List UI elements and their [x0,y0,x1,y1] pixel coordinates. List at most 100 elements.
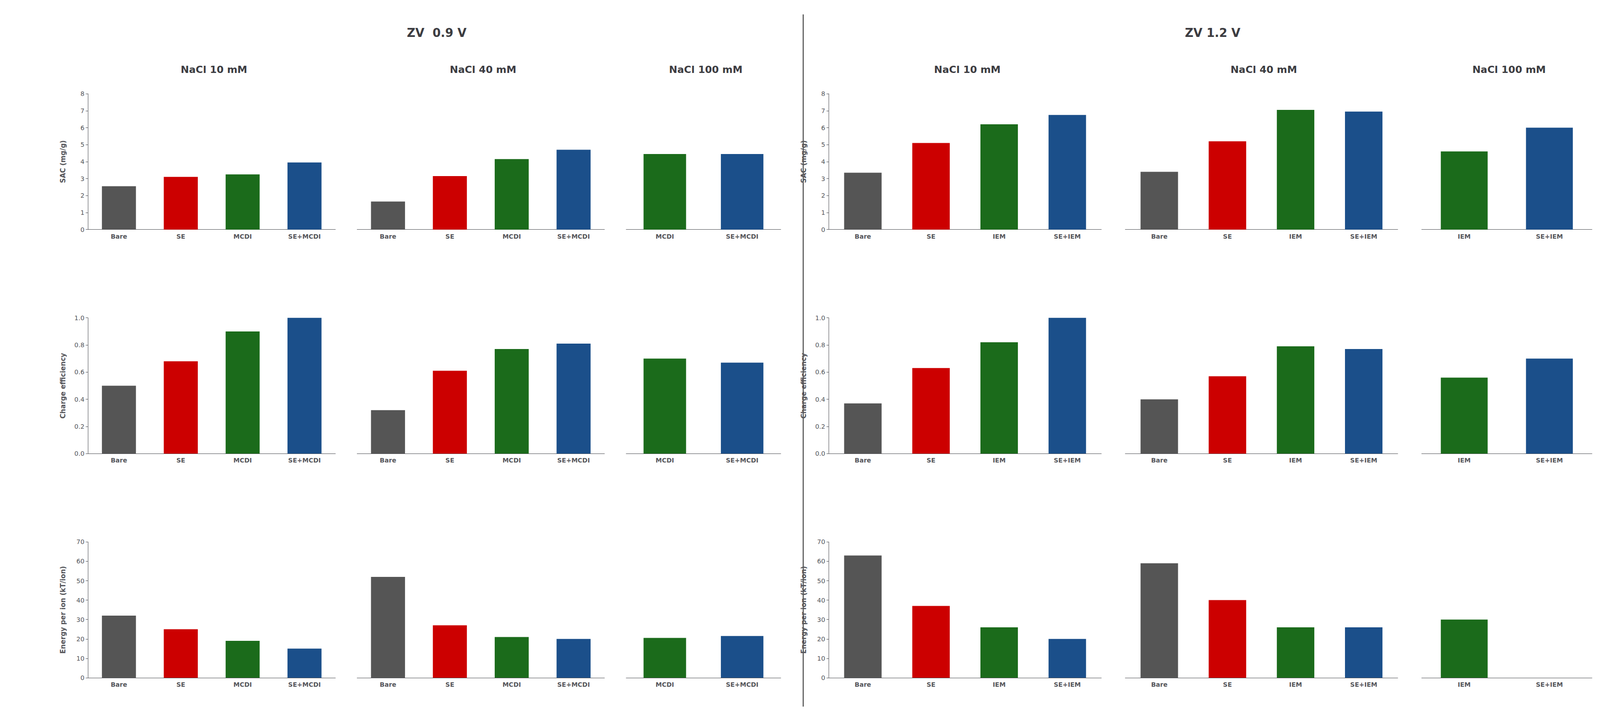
svg-text:0.6: 0.6 [815,368,826,376]
svg-text:SE: SE [445,232,455,241]
svg-text:IEM: IEM [1289,232,1303,241]
svg-text:SE: SE [176,456,186,465]
svg-text:Energy per ion (kT/ion): Energy per ion (kT/ion) [799,566,808,655]
svg-text:SAC (mg/g): SAC (mg/g) [799,140,808,183]
svg-text:SE+IEM: SE+IEM [1350,681,1378,689]
svg-text:SE+IEM: SE+IEM [1053,456,1081,465]
svg-text:SE+IEM: SE+IEM [1350,456,1378,465]
svg-text:NaCl 10 mM: NaCl 10 mM [180,63,248,76]
svg-text:Charge efficiency: Charge efficiency [59,352,68,419]
svg-text:IEM: IEM [1457,456,1471,465]
svg-text:70: 70 [817,538,826,546]
svg-text:Bare: Bare [110,456,128,465]
svg-text:Bare: Bare [110,232,128,241]
svg-text:0: 0 [820,674,826,682]
svg-text:10: 10 [817,655,826,663]
svg-text:30: 30 [76,616,85,624]
svg-text:SE+MCDI: SE+MCDI [288,681,321,689]
svg-text:40: 40 [76,597,85,605]
svg-text:Charge efficiency: Charge efficiency [799,352,808,419]
svg-text:1.0: 1.0 [74,314,85,322]
svg-text:Bare: Bare [854,681,872,689]
svg-text:0: 0 [80,226,85,234]
svg-text:8: 8 [80,90,85,98]
svg-text:IEM: IEM [992,232,1006,241]
svg-text:IEM: IEM [1289,456,1303,465]
svg-text:SE: SE [926,681,936,689]
svg-text:MCDI: MCDI [233,681,252,689]
svg-text:NaCl 100 mM: NaCl 100 mM [669,63,743,76]
svg-text:MCDI: MCDI [502,456,521,465]
svg-text:Bare: Bare [110,681,128,689]
svg-text:SE: SE [926,232,936,241]
svg-text:SE+MCDI: SE+MCDI [725,681,759,689]
svg-text:40: 40 [817,597,826,605]
svg-text:0.0: 0.0 [815,450,826,458]
svg-text:70: 70 [76,538,85,546]
svg-text:0.8: 0.8 [815,341,826,349]
svg-text:NaCl 10 mM: NaCl 10 mM [934,63,1001,76]
svg-text:IEM: IEM [1457,681,1471,689]
svg-text:1: 1 [80,209,85,217]
svg-text:SE+IEM: SE+IEM [1053,232,1081,241]
svg-text:3: 3 [80,175,85,183]
svg-text:30: 30 [817,616,826,624]
svg-text:20: 20 [817,635,826,643]
svg-text:2: 2 [820,191,826,200]
svg-text:0: 0 [80,674,85,682]
svg-text:SE: SE [1222,456,1232,465]
svg-text:SAC (mg/g): SAC (mg/g) [59,140,68,183]
svg-text:IEM: IEM [1289,681,1303,689]
svg-text:MCDI: MCDI [233,232,252,241]
svg-text:ZV 1.2 V: ZV 1.2 V [1185,26,1241,40]
svg-text:0: 0 [820,226,826,234]
svg-text:SE+MCDI: SE+MCDI [557,456,590,465]
svg-text:MCDI: MCDI [502,232,521,241]
svg-text:10: 10 [76,655,85,663]
svg-text:SE: SE [176,681,186,689]
svg-text:MCDI: MCDI [502,681,521,689]
svg-text:Bare: Bare [1151,232,1168,241]
svg-text:MCDI: MCDI [655,681,675,689]
svg-text:SE: SE [445,456,455,465]
svg-text:SE+MCDI: SE+MCDI [725,456,759,465]
svg-text:SE: SE [1222,681,1232,689]
svg-text:5: 5 [820,141,826,149]
svg-text:0.0: 0.0 [74,450,85,458]
svg-text:60: 60 [76,557,85,566]
svg-text:2: 2 [80,191,85,200]
svg-text:MCDI: MCDI [655,232,675,241]
svg-text:SE+MCDI: SE+MCDI [725,232,759,241]
svg-text:4: 4 [820,158,826,166]
svg-text:SE+MCDI: SE+MCDI [557,232,590,241]
svg-text:SE+MCDI: SE+MCDI [557,681,590,689]
svg-text:3: 3 [820,175,826,183]
svg-text:Bare: Bare [854,456,872,465]
svg-text:4: 4 [80,158,85,166]
svg-text:0.8: 0.8 [74,341,85,349]
svg-text:SE: SE [445,681,455,689]
svg-text:Bare: Bare [854,232,872,241]
svg-text:SE+MCDI: SE+MCDI [288,456,321,465]
svg-text:0.2: 0.2 [74,423,85,431]
svg-text:MCDI: MCDI [655,456,675,465]
svg-text:Bare: Bare [379,681,397,689]
svg-text:50: 50 [76,577,85,585]
svg-text:6: 6 [820,124,826,132]
svg-text:SE+MCDI: SE+MCDI [288,232,321,241]
svg-text:Energy per ion (kT/ion): Energy per ion (kT/ion) [59,566,68,655]
svg-text:Bare: Bare [1151,681,1168,689]
svg-text:7: 7 [80,107,85,115]
svg-text:ZV 0.9 V: ZV 0.9 V [406,26,467,40]
svg-text:SE: SE [176,232,186,241]
svg-text:SE+IEM: SE+IEM [1053,681,1081,689]
svg-text:SE: SE [926,456,936,465]
svg-text:IEM: IEM [992,456,1006,465]
svg-text:Bare: Bare [379,456,397,465]
svg-text:8: 8 [820,90,826,98]
svg-text:7: 7 [820,107,826,115]
svg-text:IEM: IEM [1457,232,1471,241]
svg-text:MCDI: MCDI [233,456,252,465]
svg-text:5: 5 [80,141,85,149]
svg-text:20: 20 [76,635,85,643]
